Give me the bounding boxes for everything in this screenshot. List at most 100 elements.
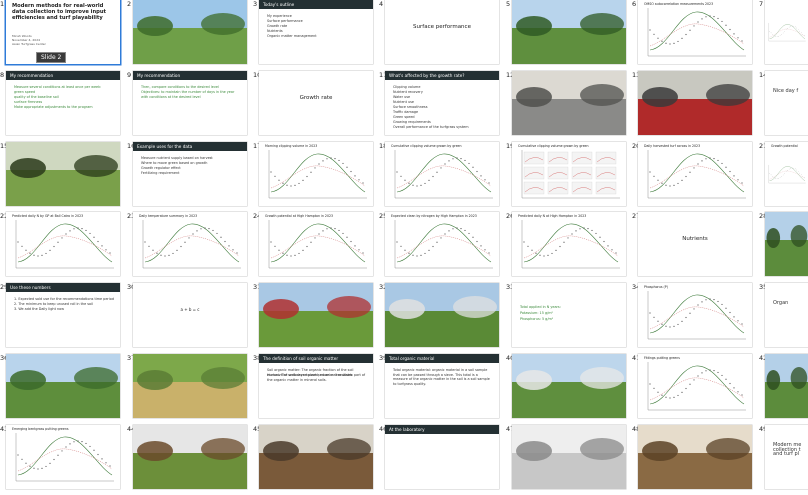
slide-canvas[interactable] xyxy=(512,425,626,489)
slide-canvas[interactable]: Organ xyxy=(765,283,808,347)
slide-thumbnail[interactable]: 2 xyxy=(127,0,253,70)
slide-thumbnail[interactable]: 31 xyxy=(253,283,379,353)
slide-canvas[interactable]: Growth potential xyxy=(765,142,808,206)
slide-canvas[interactable] xyxy=(385,283,499,347)
slide-canvas[interactable]: Predicted daily N at High Hampton in 202… xyxy=(512,212,626,276)
slide-canvas[interactable]: Fittings putting greens xyxy=(638,354,752,418)
slide-canvas[interactable] xyxy=(133,354,247,418)
slide-canvas[interactable]: Modern me collection t and turf pl xyxy=(765,425,808,489)
slide-canvas[interactable]: Total applied in N years:Potassium: 15 g… xyxy=(512,283,626,347)
slide-chart xyxy=(385,212,499,276)
slide-canvas[interactable]: a + b = c xyxy=(133,283,247,347)
slide-canvas[interactable]: Nutrients xyxy=(638,212,752,276)
slide-thumbnail[interactable]: 7 xyxy=(759,0,808,70)
slide-thumbnail[interactable]: 48 xyxy=(632,425,758,495)
slide-canvas[interactable]: Growth rate xyxy=(259,71,373,135)
slide-canvas[interactable] xyxy=(638,71,752,135)
slide-canvas[interactable] xyxy=(6,142,120,206)
slide-thumbnail[interactable]: 12 xyxy=(506,71,632,141)
slide-canvas[interactable]: At the laboratory xyxy=(385,425,499,489)
slide-canvas[interactable] xyxy=(512,354,626,418)
slide-canvas[interactable] xyxy=(259,425,373,489)
slide-canvas[interactable] xyxy=(638,425,752,489)
slide-thumbnail[interactable]: 47 xyxy=(506,425,632,495)
slide-canvas[interactable]: Emerging bentgrass putting greens xyxy=(6,425,120,489)
slide-thumbnail[interactable]: 28 xyxy=(759,212,808,282)
slide-thumbnail[interactable]: 42 xyxy=(759,354,808,424)
slide-canvas[interactable]: Cumulative clipping volume grown by gree… xyxy=(385,142,499,206)
slide-canvas[interactable]: Expected clean by nitrogen by High Hampt… xyxy=(385,212,499,276)
slide-thumbnail[interactable]: 5 xyxy=(506,0,632,70)
slide-canvas[interactable]: Daily harvested turf across in 2023 xyxy=(638,142,752,206)
slide-thumbnail[interactable]: 15 xyxy=(0,142,126,212)
slide-thumbnail[interactable]: 13 xyxy=(632,71,758,141)
slide-canvas[interactable]: Cumulative clipping volume grown by gree… xyxy=(512,142,626,206)
slide-canvas[interactable]: What's affected by the growth rate?Clipp… xyxy=(385,71,499,135)
slide-thumbnail[interactable]: 40 xyxy=(506,354,632,424)
slide-canvas[interactable] xyxy=(765,354,808,418)
slide-canvas[interactable]: Predicted daily N by GP at Ball Catro in… xyxy=(6,212,120,276)
slide-canvas[interactable]: OMSO autocorrelation measurements 2023 xyxy=(638,0,752,64)
slide-canvas[interactable]: Morning clipping volume in 2023 xyxy=(259,142,373,206)
slide-canvas[interactable] xyxy=(512,0,626,64)
slide-canvas[interactable] xyxy=(6,354,120,418)
slide-thumbnail[interactable]: 45 xyxy=(253,425,379,495)
slide-canvas[interactable]: Growth potential at High Hampton in 2023 xyxy=(259,212,373,276)
slide-canvas[interactable] xyxy=(765,0,808,64)
slide-thumbnail[interactable]: 37 xyxy=(127,354,253,424)
slide-canvas[interactable]: Daily temperature summary in 2023 xyxy=(133,212,247,276)
slide-thumbnail[interactable]: 32 xyxy=(379,283,505,353)
slide-canvas[interactable] xyxy=(512,71,626,135)
slide-canvas[interactable] xyxy=(133,0,247,64)
slide-canvas[interactable]: Surface performance xyxy=(385,0,499,64)
slide-canvas[interactable]: Modern methods for real-world data colle… xyxy=(6,0,120,64)
slide-canvas[interactable]: Phosphorus (P) xyxy=(638,283,752,347)
slide-thumbnail[interactable]: 44 xyxy=(127,425,253,495)
slide-canvas[interactable] xyxy=(765,212,808,276)
slide-thumbnail[interactable]: 36 xyxy=(0,354,126,424)
slide-canvas[interactable] xyxy=(259,283,373,347)
slide-canvas[interactable]: Nice day f xyxy=(765,71,808,135)
slide-canvas[interactable] xyxy=(133,425,247,489)
slide-chart xyxy=(638,283,752,347)
